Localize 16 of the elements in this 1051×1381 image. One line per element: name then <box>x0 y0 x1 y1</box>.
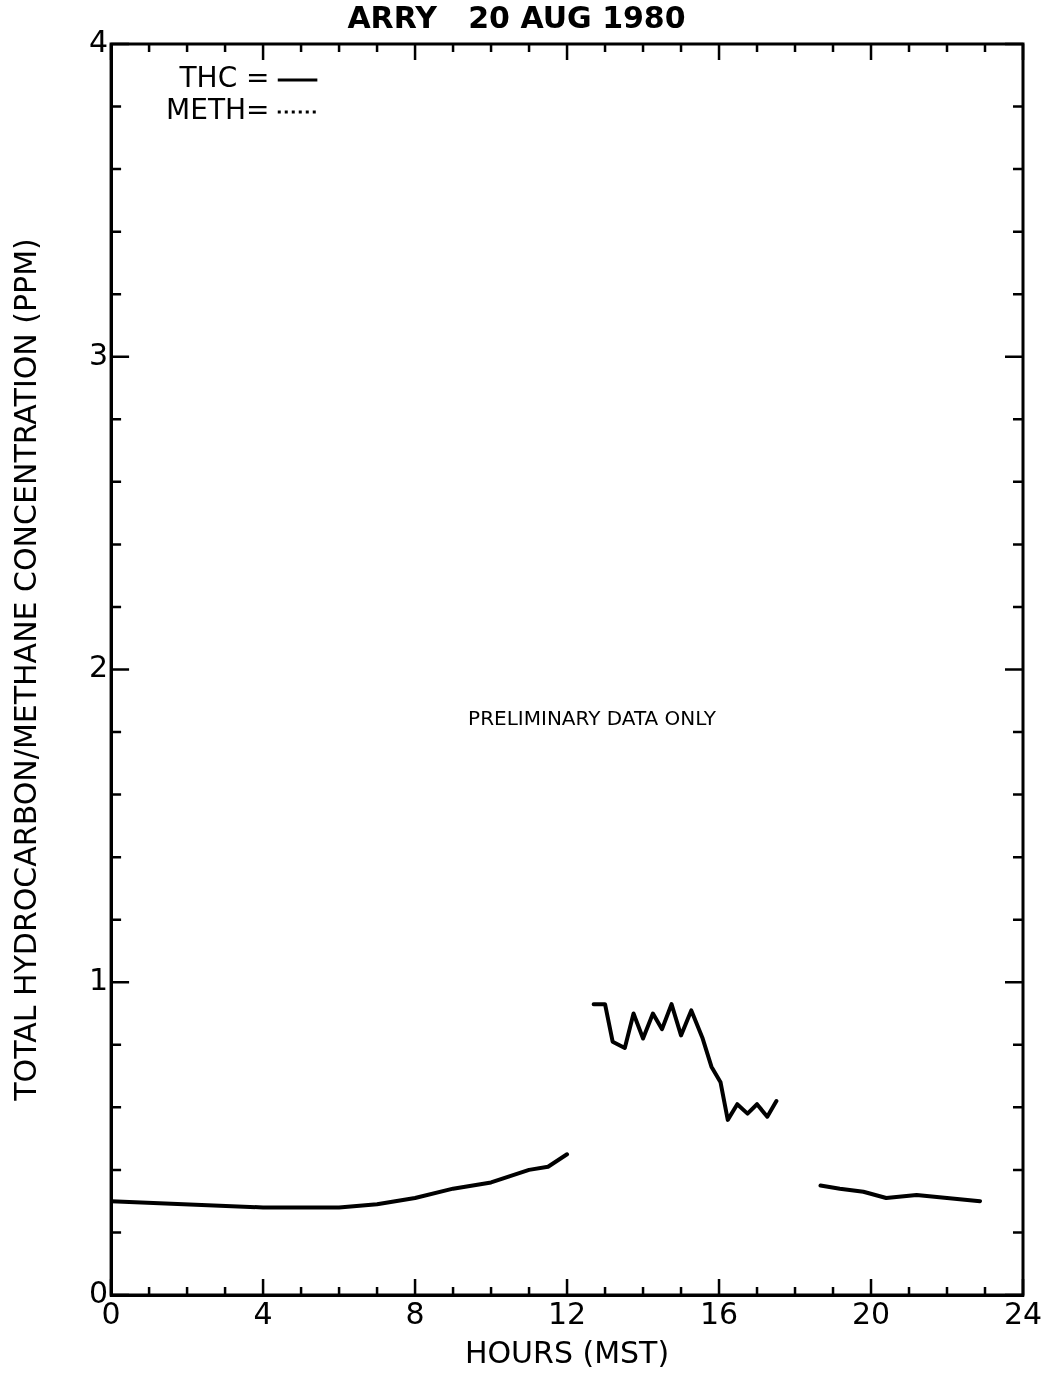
legend-label: METH= <box>166 93 270 127</box>
y-tick-label: 3 <box>88 336 109 372</box>
x-tick-label: 16 <box>699 1295 739 1331</box>
x-axis-title: HOURS (MST) <box>464 1334 670 1370</box>
x-tick-label: 8 <box>405 1295 425 1331</box>
x-tick-label: 4 <box>253 1295 273 1331</box>
annotation: PRELIMINARY DATA ONLY <box>468 705 717 730</box>
legend-label: THC = <box>178 61 270 95</box>
y-tick-label: 1 <box>88 962 109 998</box>
x-tick-label: 24 <box>1003 1295 1043 1331</box>
y-axis-title: TOTAL HYDROCARBON/METHANE CONCENTRATION (PPM) <box>7 238 43 1102</box>
x-tick-label: 12 <box>547 1295 587 1331</box>
y-tick-label: 2 <box>88 649 109 685</box>
chart-title: ARRY 20 AUG 1980 <box>347 0 686 35</box>
x-tick-label: 20 <box>851 1295 891 1331</box>
y-tick-label: 4 <box>88 23 109 59</box>
